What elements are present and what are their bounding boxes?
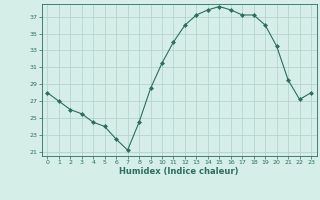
X-axis label: Humidex (Indice chaleur): Humidex (Indice chaleur) bbox=[119, 167, 239, 176]
